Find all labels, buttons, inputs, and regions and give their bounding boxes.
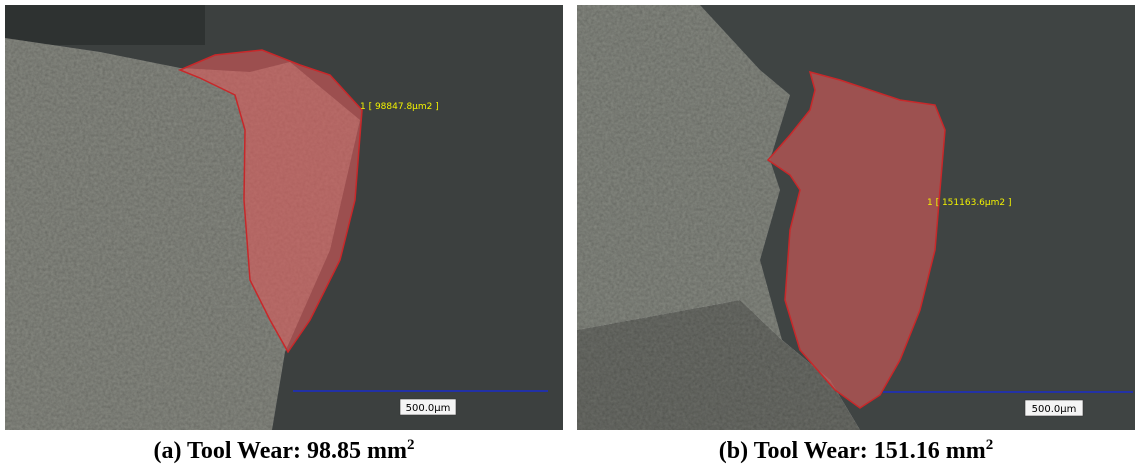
figure: 1 [ 98847.8μm2 ] 500.0μm 1 [ 151163.6μm2… [0, 0, 1139, 468]
scale-label: 500.0μm [406, 403, 451, 414]
area-label: 1 [ 151163.6μm2 ] [927, 198, 1012, 208]
caption-text: (a) Tool Wear: 98.85 mm [153, 438, 407, 464]
caption-sup: 2 [407, 437, 415, 453]
micrograph-a [5, 5, 563, 430]
caption: (a) Tool Wear: 98.85 mm2 [153, 437, 414, 464]
micrograph-b [577, 5, 1135, 430]
caption-text: (b) Tool Wear: 151.16 mm [719, 438, 986, 464]
caption-sup: 2 [986, 437, 994, 453]
caption: (b) Tool Wear: 151.16 mm2 [719, 437, 993, 464]
area-label: 1 [ 98847.8μm2 ] [360, 102, 439, 112]
scale-label: 500.0μm [1032, 404, 1077, 415]
